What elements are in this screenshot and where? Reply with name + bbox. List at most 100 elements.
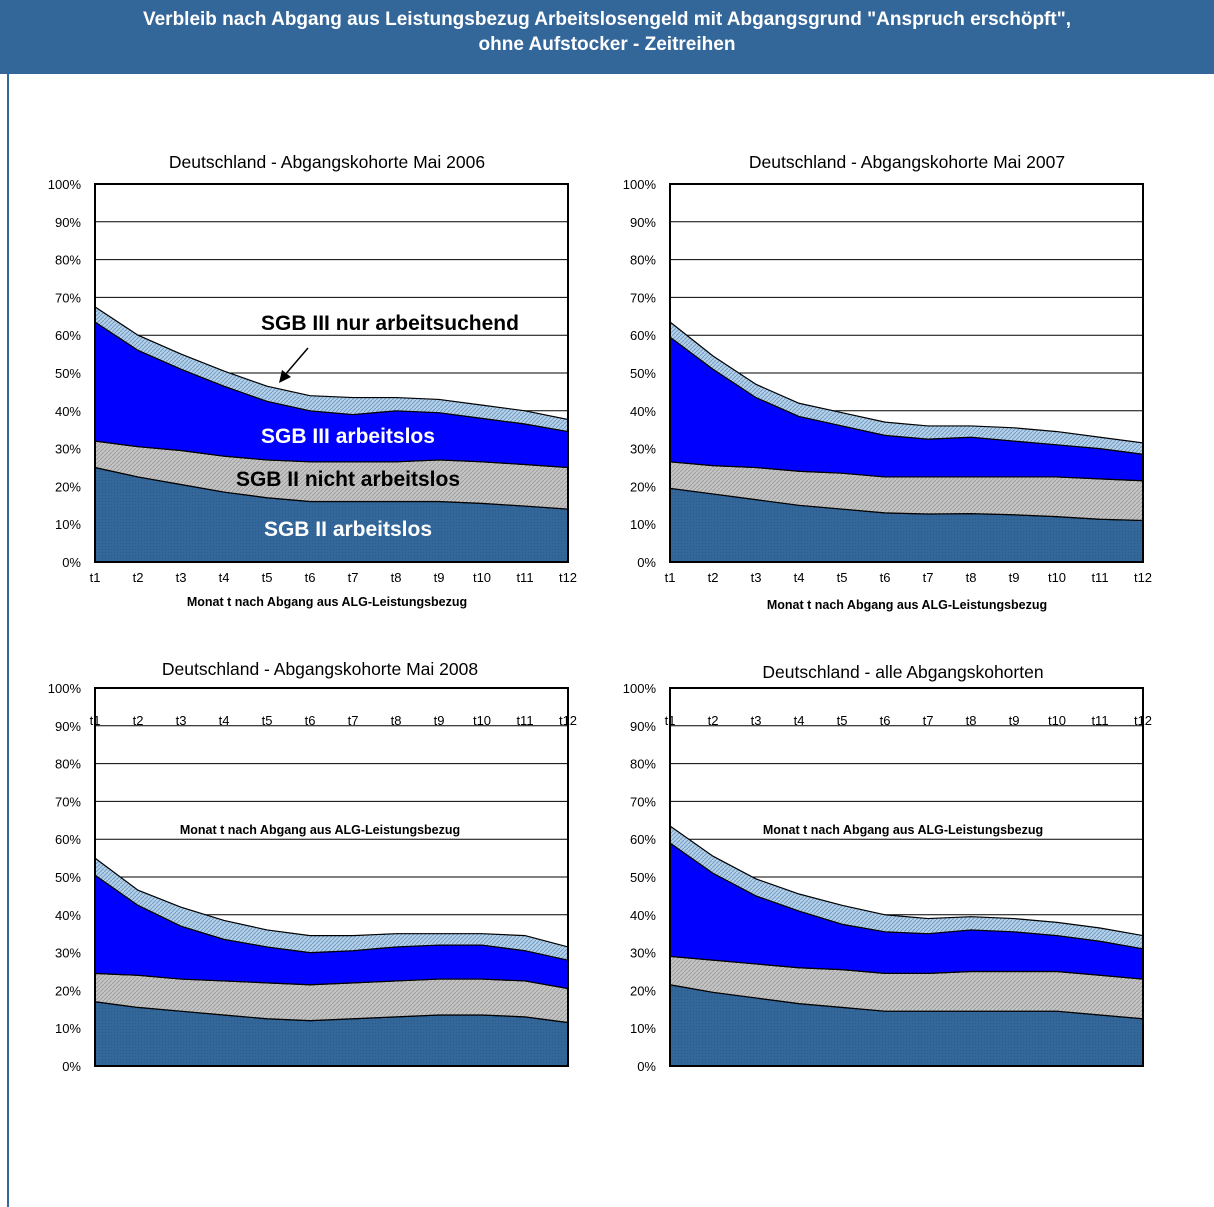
page-header: Verbleib nach Abgang aus Leistungsbezug … bbox=[0, 0, 1214, 74]
plot-frame bbox=[669, 687, 1144, 1067]
chart-3: 0% 10% 20% 30% 40% 50% 60% 70% 80% 90% 100% t1 t2 t3 t… bbox=[48, 659, 577, 1074]
y-tick-label: 100% bbox=[623, 177, 657, 192]
x-tick-label: t11 bbox=[516, 570, 533, 585]
chart-2: 0% 10% 20% 30% 40% 50% 60% 70% 80% 90% 100% t1 t2 t3 t… bbox=[623, 152, 1152, 612]
y-tick-label: 80% bbox=[630, 757, 656, 772]
x-tick-label: t4 bbox=[219, 713, 230, 728]
y-tick-label: 70% bbox=[55, 794, 81, 809]
x-tick-label: t9 bbox=[1009, 713, 1020, 728]
area-series-3 bbox=[669, 335, 1144, 482]
y-tick-label: 90% bbox=[630, 719, 656, 734]
x-tick-label: t3 bbox=[176, 570, 187, 585]
x-tick-label: t6 bbox=[880, 570, 891, 585]
area-series-3 bbox=[94, 873, 569, 990]
y-tick-label: 90% bbox=[55, 215, 81, 230]
x-tick-label: t10 bbox=[473, 570, 491, 585]
x-tick-label: t8 bbox=[391, 570, 402, 585]
y-tick-label: 30% bbox=[55, 946, 81, 961]
x-tick-label: t10 bbox=[1048, 570, 1066, 585]
y-tick-label: 60% bbox=[55, 328, 81, 343]
x-axis-label: Monat t nach Abgang aus ALG-Leistungsbez… bbox=[767, 598, 1047, 612]
x-tick-label: t3 bbox=[751, 713, 762, 728]
y-tick-label: 0% bbox=[62, 555, 81, 570]
y-tick-label: 0% bbox=[637, 1059, 656, 1074]
x-axis-label: Monat t nach Abgang aus ALG-Leistungsbez… bbox=[187, 595, 467, 609]
x-tick-label: t11 bbox=[1091, 570, 1108, 585]
y-tick-label: 70% bbox=[630, 794, 656, 809]
x-axis-label: Monat t nach Abgang aus ALG-Leistungsbez… bbox=[763, 823, 1043, 837]
y-tick-label: 70% bbox=[630, 290, 656, 305]
area-series-3 bbox=[669, 841, 1144, 980]
x-tick-label: t6 bbox=[305, 713, 316, 728]
plot-frame bbox=[669, 183, 1144, 563]
y-tick-label: 100% bbox=[623, 681, 657, 696]
x-tick-label: t10 bbox=[473, 713, 491, 728]
x-tick-label: t5 bbox=[837, 570, 848, 585]
y-tick-label: 60% bbox=[630, 328, 656, 343]
annotation-sgb3-nur-arbeitsuchend: SGB III nur arbeitsuchend bbox=[261, 312, 519, 335]
x-tick-label: t6 bbox=[880, 713, 891, 728]
x-tick-label: t1 bbox=[665, 713, 676, 728]
annotation-arrow-line bbox=[283, 347, 309, 377]
y-tick-label: 50% bbox=[630, 366, 656, 381]
page-title-line-2: ohne Aufstocker - Zeitreihen bbox=[478, 34, 736, 55]
x-tick-label: t12 bbox=[1134, 570, 1152, 585]
plot-frame bbox=[94, 687, 569, 1067]
x-tick-label: t3 bbox=[176, 713, 187, 728]
y-tick-label: 40% bbox=[630, 404, 656, 419]
annotation-sgb3-arbeitslos: SGB III arbeitslos bbox=[261, 425, 435, 448]
y-tick-label: 20% bbox=[630, 479, 656, 494]
y-tick-label: 10% bbox=[55, 517, 81, 532]
y-tick-label: 60% bbox=[55, 832, 81, 847]
y-tick-label: 80% bbox=[630, 253, 656, 268]
y-tick-label: 50% bbox=[630, 870, 656, 885]
x-tick-label: t1 bbox=[90, 570, 101, 585]
y-tick-label: 30% bbox=[630, 946, 656, 961]
x-tick-label: t1 bbox=[90, 713, 101, 728]
y-tick-label: 40% bbox=[55, 404, 81, 419]
chart-title: Deutschland - Abgangskohorte Mai 2007 bbox=[749, 152, 1065, 172]
x-tick-label: t7 bbox=[923, 713, 934, 728]
x-tick-label: t8 bbox=[966, 570, 977, 585]
x-tick-label: t4 bbox=[794, 570, 805, 585]
x-tick-label: t7 bbox=[348, 713, 359, 728]
y-tick-label: 70% bbox=[55, 290, 81, 305]
y-tick-label: 10% bbox=[630, 517, 656, 532]
x-tick-label: t2 bbox=[133, 570, 144, 585]
y-tick-label: 20% bbox=[55, 983, 81, 998]
x-tick-label: t3 bbox=[751, 570, 762, 585]
x-tick-label: t4 bbox=[794, 713, 805, 728]
x-tick-label: t7 bbox=[348, 570, 359, 585]
y-tick-label: 100% bbox=[48, 681, 82, 696]
left-border-rule bbox=[7, 74, 9, 1207]
page-title-line-1: Verbleib nach Abgang aus Leistungsbezug … bbox=[142, 9, 1071, 30]
y-tick-label: 50% bbox=[55, 870, 81, 885]
y-tick-label: 90% bbox=[55, 719, 81, 734]
x-tick-label: t1 bbox=[665, 570, 676, 585]
x-tick-label: t7 bbox=[923, 570, 934, 585]
x-tick-label: t12 bbox=[559, 713, 577, 728]
y-tick-label: 0% bbox=[637, 555, 656, 570]
y-tick-label: 10% bbox=[55, 1021, 81, 1036]
y-tick-label: 30% bbox=[630, 442, 656, 457]
x-tick-label: t8 bbox=[966, 713, 977, 728]
x-tick-label: t10 bbox=[1048, 713, 1066, 728]
chart-1: 0% 10% 20% 30% 40% 50% 60% 70% 80% 90% 100% t1 t2 t3 t… bbox=[48, 152, 577, 609]
y-tick-label: 20% bbox=[55, 479, 81, 494]
y-tick-label: 60% bbox=[630, 832, 656, 847]
x-tick-label: t11 bbox=[516, 713, 533, 728]
chart-title: Deutschland - Abgangskohorte Mai 2006 bbox=[169, 152, 485, 172]
x-tick-label: t11 bbox=[1091, 713, 1108, 728]
x-tick-label: t9 bbox=[1009, 570, 1020, 585]
x-tick-label: t5 bbox=[837, 713, 848, 728]
x-tick-label: t2 bbox=[708, 713, 719, 728]
x-tick-label: t12 bbox=[1134, 713, 1152, 728]
chart-4: 0% 10% 20% 30% 40% 50% 60% 70% 80% 90% 100% t1 t2 t3 t… bbox=[623, 662, 1152, 1074]
y-tick-label: 40% bbox=[55, 908, 81, 923]
y-tick-label: 30% bbox=[55, 442, 81, 457]
x-tick-label: t2 bbox=[708, 570, 719, 585]
x-tick-label: t12 bbox=[559, 570, 577, 585]
chart-title: Deutschland - alle Abgangskohorten bbox=[762, 662, 1043, 682]
y-tick-label: 10% bbox=[630, 1021, 656, 1036]
x-tick-label: t9 bbox=[434, 570, 445, 585]
